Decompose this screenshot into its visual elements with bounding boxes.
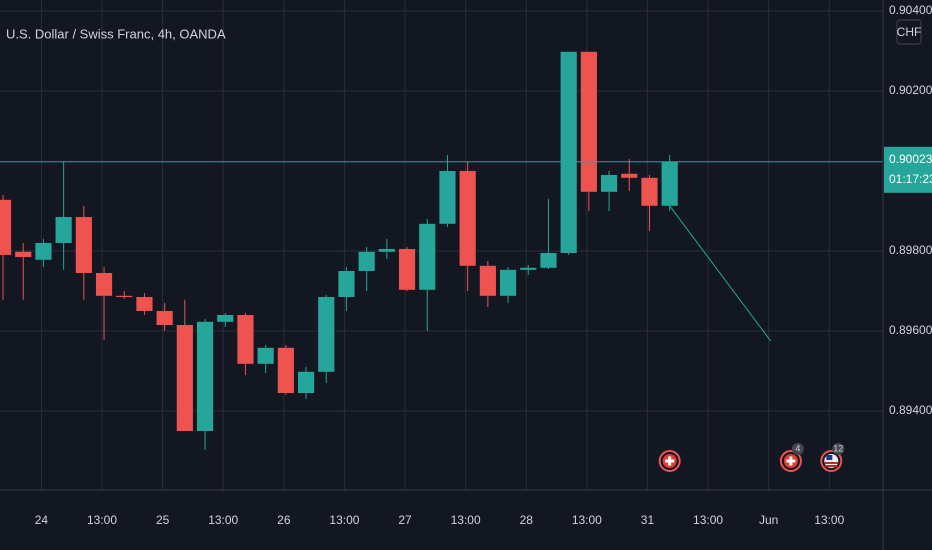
chart-title: U.S. Dollar / Swiss Franc, 4h, OANDA xyxy=(6,26,226,41)
event-count-badge xyxy=(791,443,804,455)
flag-stripe xyxy=(824,462,839,464)
candle-body xyxy=(35,243,52,260)
last-price-label: 0.90023 xyxy=(889,152,932,166)
candle-body xyxy=(257,347,274,364)
x-tick-label: 25 xyxy=(156,513,170,527)
candle-body xyxy=(55,217,72,243)
candle-body xyxy=(237,315,254,364)
candle-body xyxy=(95,273,113,296)
candle-body xyxy=(176,325,193,431)
candle-body xyxy=(479,265,496,296)
candle-body xyxy=(338,271,355,297)
event-count-badge xyxy=(832,443,845,455)
x-tick-label: 24 xyxy=(35,513,49,527)
candle-body xyxy=(0,199,12,255)
countdown: 01:17:23 xyxy=(889,172,932,186)
x-tick-label: 28 xyxy=(520,513,534,527)
flag-cross xyxy=(665,459,675,463)
x-tick-label: 31 xyxy=(641,513,655,527)
y-tick-label: 0.89600 xyxy=(889,323,932,337)
candle-body xyxy=(439,171,456,224)
candle-body xyxy=(358,251,375,271)
projection-line xyxy=(669,205,772,342)
candle-body xyxy=(116,295,133,297)
x-tick-label: 13:00 xyxy=(329,513,359,527)
candle-body xyxy=(277,347,294,393)
candle-body xyxy=(217,315,234,322)
candle-body xyxy=(580,51,597,192)
candle-body xyxy=(540,253,557,268)
candle-body xyxy=(520,267,537,270)
candle-body xyxy=(499,269,517,296)
candle-body xyxy=(560,51,577,253)
candle-body xyxy=(318,297,335,372)
x-tick-label: 26 xyxy=(277,513,291,527)
candle-body xyxy=(459,171,476,266)
candle-body xyxy=(297,371,315,393)
currency-box[interactable] xyxy=(896,19,922,45)
flag-cross xyxy=(786,459,796,463)
x-tick-label: 13:00 xyxy=(451,513,481,527)
candle-body xyxy=(641,177,658,206)
candle-body xyxy=(661,161,678,206)
currency-label[interactable]: CHF xyxy=(897,25,922,39)
x-tick-label: 13:00 xyxy=(208,513,238,527)
event-count: 12 xyxy=(833,443,843,453)
y-tick-label: 0.90400 xyxy=(889,3,932,17)
candle-body xyxy=(156,311,173,325)
y-tick-label: 0.89400 xyxy=(889,403,932,417)
candle-body xyxy=(136,297,153,311)
candle-body xyxy=(600,175,618,192)
last-price-box xyxy=(884,146,932,193)
x-tick-label: 13:00 xyxy=(814,513,844,527)
candle-body xyxy=(419,223,436,290)
candle-body xyxy=(15,251,32,257)
candle-body xyxy=(621,173,638,178)
x-tick-label: 13:00 xyxy=(87,513,117,527)
candle-body xyxy=(75,217,92,273)
x-tick-label: Jun xyxy=(759,513,778,527)
flag-canton xyxy=(826,455,833,460)
flag-stripe xyxy=(825,465,838,467)
candle-body xyxy=(398,249,416,290)
x-tick-label: 13:00 xyxy=(693,513,723,527)
y-tick-label: 0.89800 xyxy=(889,243,932,257)
y-tick-label: 0.90200 xyxy=(889,83,932,97)
event-count: 4 xyxy=(795,443,800,453)
x-tick-label: 13:00 xyxy=(572,513,602,527)
x-tick-label: 27 xyxy=(398,513,412,527)
candle-body xyxy=(378,249,395,252)
candle-body xyxy=(196,321,214,431)
